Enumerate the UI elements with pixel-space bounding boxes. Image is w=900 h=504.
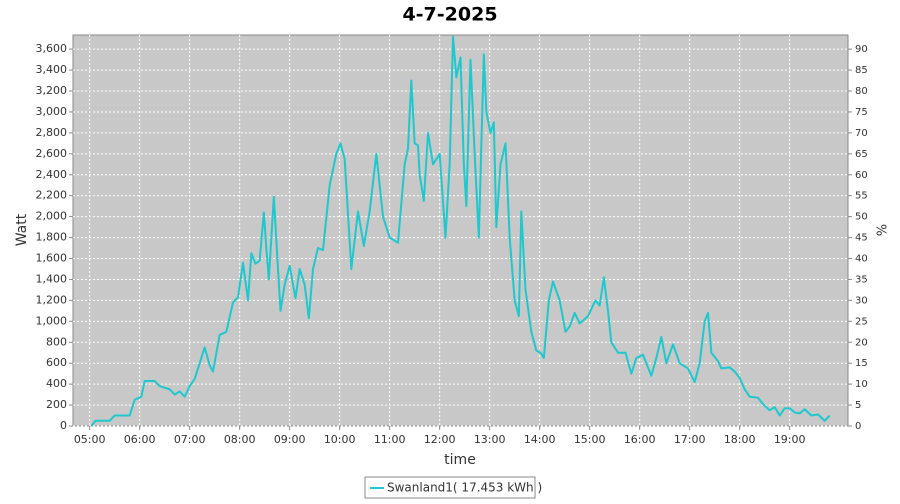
x-tick-label: 19:00: [774, 433, 806, 446]
x-tick-label: 18:00: [724, 433, 756, 446]
legend-box: [364, 476, 536, 499]
y-tick-label: 600: [46, 356, 67, 369]
x-tick-label: 16:00: [624, 433, 656, 446]
y-tick-label: 400: [46, 377, 67, 390]
x-tick-label: 11:00: [374, 433, 406, 446]
x-tick-label: 08:00: [224, 433, 256, 446]
y-tick-label: 0: [60, 419, 67, 432]
x-tick-label: 14:00: [524, 433, 556, 446]
x-tick-label: 07:00: [174, 433, 206, 446]
x-tick-label: 13:00: [474, 433, 506, 446]
y-tick-label: 2,000: [36, 210, 68, 223]
y2-tick-label: 65: [855, 149, 868, 160]
y2-tick-label: 90: [855, 44, 868, 55]
y-tick-label: 1,200: [36, 293, 68, 306]
y-tick-label: 800: [46, 335, 67, 348]
y2-tick-label: 20: [855, 337, 868, 348]
y2-tick-label: 5: [855, 400, 861, 411]
y2-tick-label: 45: [855, 233, 868, 244]
y-tick-label: 1,000: [36, 314, 68, 327]
x-tick-label: 09:00: [274, 433, 306, 446]
x-tick-label: 15:00: [574, 433, 606, 446]
y-tick-label: 200: [46, 398, 67, 411]
y2-tick-label: 10: [855, 379, 868, 390]
chart-title: 4-7-2025: [402, 4, 497, 26]
x-tick-label: 10:00: [324, 433, 356, 446]
y2-tick-label: 80: [855, 86, 868, 97]
y2-tick-label: 85: [855, 65, 868, 76]
y-tick-label: 3,600: [36, 42, 68, 55]
y-tick-label: 1,400: [36, 272, 68, 285]
y2-tick-label: 0: [855, 421, 861, 432]
y-tick-label: 2,200: [36, 189, 68, 202]
x-tick-label: 12:00: [424, 433, 456, 446]
y2-tick-label: 60: [855, 170, 868, 181]
series-line: [90, 35, 831, 427]
x-tick-label: 05:00: [74, 433, 106, 446]
x-tick-label: 17:00: [674, 433, 706, 446]
y2-tick-label: 70: [855, 128, 868, 139]
y2-tick-label: 15: [855, 358, 868, 369]
y2-tick-label: 30: [855, 295, 868, 306]
y2-tick-label: 50: [855, 212, 868, 223]
y-tick-label: 2,800: [36, 126, 68, 139]
y2-axis-label: %: [873, 224, 888, 236]
y-tick-label: 2,600: [36, 147, 68, 160]
legend-label: Swanland1( 17.453 kWh ): [387, 481, 542, 495]
y2-tick-label: 35: [855, 274, 868, 285]
y-axis-label: Watt: [14, 213, 30, 246]
y2-tick-label: 40: [855, 254, 868, 265]
y-tick-label: 3,200: [36, 84, 68, 97]
y-tick-label: 3,400: [36, 63, 68, 76]
x-tick-label: 06:00: [124, 433, 156, 446]
y-tick-label: 3,000: [36, 105, 68, 118]
y2-tick-label: 25: [855, 316, 868, 327]
x-axis-label: time: [444, 452, 476, 468]
y2-tick-label: 75: [855, 107, 868, 118]
y-tick-label: 1,800: [36, 231, 68, 244]
y-tick-label: 1,600: [36, 252, 68, 265]
y-tick-label: 2,400: [36, 168, 68, 181]
y2-tick-label: 55: [855, 191, 868, 202]
